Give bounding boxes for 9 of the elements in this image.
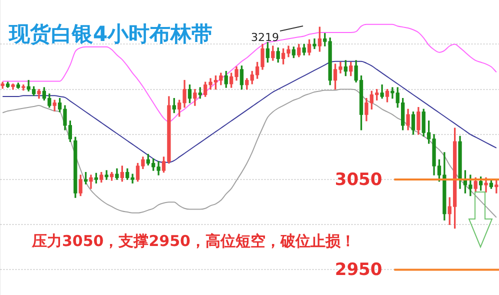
text: 现货白银4小时布林带 (9, 21, 213, 48)
line-series (2, 24, 497, 122)
y-tick-label: 3050 (334, 170, 382, 190)
candlestick (312, 38, 316, 50)
annotation: 压力3050，支撑2950，高位短空，破位止损！ (32, 232, 356, 251)
y-tick-label: 2950 (334, 260, 382, 280)
line-series (2, 88, 497, 218)
annotation: 3219 (251, 31, 279, 44)
candlestick (104, 170, 108, 180)
